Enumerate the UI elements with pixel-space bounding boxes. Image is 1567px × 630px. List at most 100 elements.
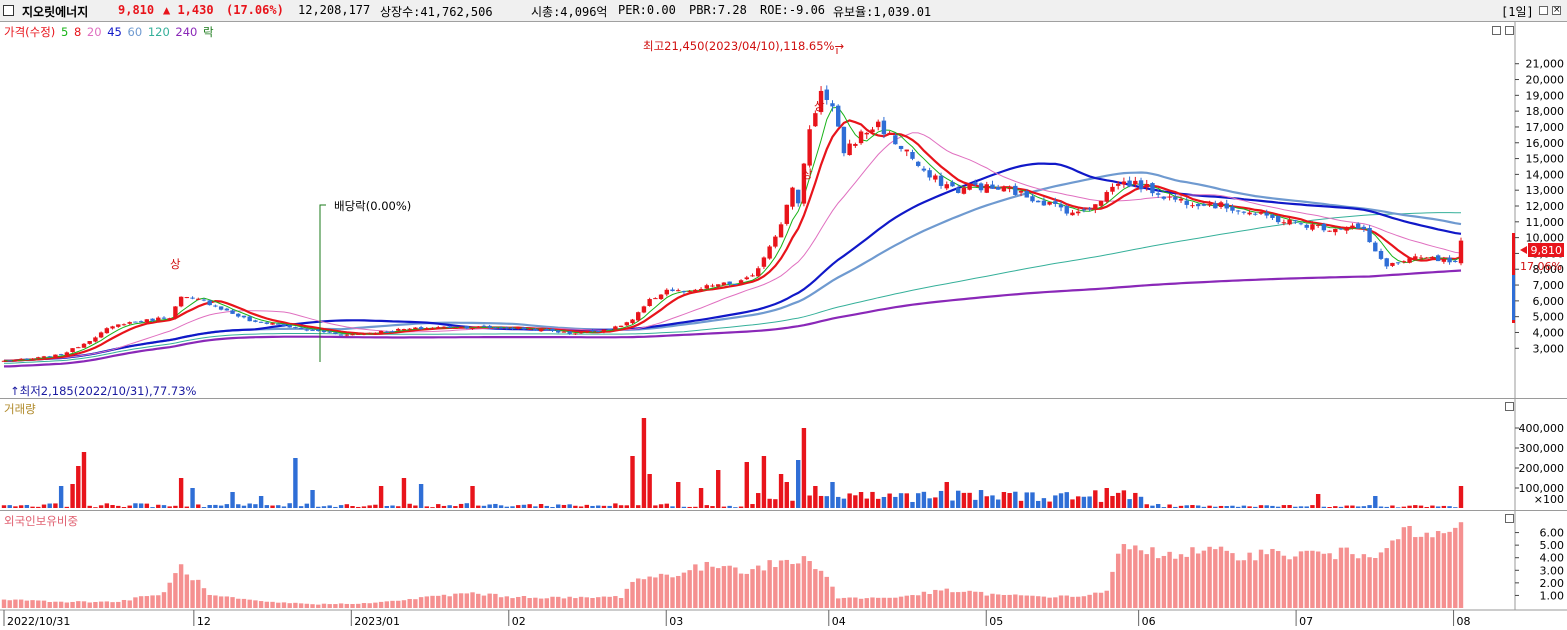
foreign-ratio-bar	[527, 598, 532, 608]
foreign-tick-label: 1.00	[1540, 589, 1565, 602]
volume-bar	[641, 418, 647, 508]
volume-bar	[1435, 506, 1441, 508]
candle-body	[213, 305, 218, 307]
foreign-ratio-bar	[761, 570, 767, 608]
volume-bar	[1150, 505, 1155, 508]
foreign-ratio-bar	[161, 592, 167, 608]
candle-body	[321, 330, 327, 333]
foreign-ratio-bar	[424, 596, 430, 608]
candle-body	[504, 327, 510, 329]
volume-bar	[481, 505, 487, 508]
foreign-ratio-bar	[373, 602, 378, 608]
foreign-ratio-bar	[264, 601, 270, 608]
volume-bar	[921, 491, 927, 508]
volume-bar	[687, 506, 692, 508]
volume-bar	[750, 504, 755, 508]
price-tick-label: 17,000	[1526, 121, 1565, 134]
volume-bar	[344, 504, 350, 508]
volume-bar	[98, 505, 104, 508]
foreign-ratio-bar	[624, 588, 629, 608]
volume-bar	[836, 496, 841, 508]
candle-body	[1070, 212, 1075, 216]
price-change-pct: (17.06%)	[226, 3, 284, 17]
foreign-ratio-bar	[1327, 553, 1332, 608]
foreign-ratio-bar	[173, 573, 178, 608]
restore-icon[interactable]	[1539, 6, 1548, 15]
foreign-ratio-bar	[881, 597, 887, 608]
volume-bar	[744, 462, 749, 508]
volume-bar	[590, 505, 595, 508]
foreign-ratio-bar	[344, 603, 350, 608]
price-tick-label: 9,000	[1533, 247, 1565, 260]
pane-max-icon[interactable]	[1505, 26, 1514, 35]
price-tick-label: 15,000	[1526, 153, 1565, 166]
foreign-ratio-bar	[601, 596, 607, 608]
volume-bar	[247, 503, 252, 508]
foreign-ratio-bar	[967, 590, 972, 608]
volume-bar	[1213, 506, 1218, 508]
candle-body	[1, 360, 7, 362]
foreign-ratio-bar	[767, 560, 772, 608]
volume-bar	[698, 488, 704, 508]
foreign-ratio-bar	[487, 593, 492, 608]
volume-bar	[915, 493, 921, 508]
candle-body	[1121, 181, 1127, 185]
ma-line-8	[4, 119, 1462, 362]
foreign-ratio-bar	[1213, 549, 1218, 608]
candle-body	[241, 315, 247, 318]
volume-pane-max-icon[interactable]	[1505, 402, 1514, 411]
volume-bar	[527, 504, 532, 508]
foreign-ratio-bar	[98, 601, 104, 608]
volume-bar	[127, 505, 132, 508]
volume-bar	[1453, 507, 1458, 508]
candle-body	[1413, 256, 1418, 260]
volume-bar	[995, 499, 1001, 508]
price-tick-label: 18,000	[1526, 105, 1565, 118]
foreign-ratio-bar	[58, 601, 64, 608]
volume-bar	[927, 498, 932, 508]
volume-bar	[487, 504, 492, 508]
candle-body	[1167, 196, 1172, 198]
candle-body	[1344, 228, 1349, 231]
volume-bar	[1275, 506, 1281, 508]
close-icon[interactable]: ×	[1552, 5, 1561, 15]
candle-body	[1093, 204, 1098, 210]
volume-bar	[493, 503, 498, 508]
select-checkbox[interactable]	[3, 5, 14, 16]
candle-body	[1047, 202, 1052, 205]
foreign-ratio-bar	[1230, 553, 1235, 608]
foreign-ratio-bar	[573, 598, 578, 608]
foreign-ratio-bar	[1441, 533, 1447, 608]
volume-bar	[596, 505, 601, 508]
volume-bar	[624, 505, 629, 508]
candle-body	[1264, 212, 1269, 216]
volume-bar	[704, 505, 709, 508]
candle-body	[247, 316, 252, 322]
ma-line-240	[4, 269, 1462, 368]
candle-body	[630, 319, 635, 324]
ma-line-20	[4, 132, 1462, 362]
foreign-ratio-bar	[253, 600, 258, 608]
period-selector[interactable]: [1일]	[1501, 5, 1534, 19]
foreign-ratio-bar	[693, 564, 698, 608]
volume-bar	[287, 503, 292, 508]
candle-body	[984, 184, 989, 193]
foreign-ratio-bar	[1001, 594, 1007, 608]
volume-bar	[1161, 507, 1167, 508]
foreign-ratio-bar	[24, 600, 30, 608]
volume-bar	[904, 493, 909, 508]
volume-bar	[1093, 490, 1098, 508]
foreign-ratio-bar	[458, 593, 464, 608]
candle-body	[1230, 206, 1235, 211]
volume-bar	[453, 506, 458, 508]
foreign-pane-max-icon[interactable]	[1505, 514, 1514, 523]
price-tick-label: 10,000	[1526, 232, 1565, 245]
foreign-ratio-bar	[190, 580, 195, 608]
price-tick-label: 20,000	[1526, 74, 1565, 87]
foreign-ratio-bar	[184, 574, 190, 608]
pane-min-icon[interactable]	[1492, 26, 1501, 35]
foreign-ratio-bar	[578, 596, 584, 608]
candle-body	[1178, 198, 1184, 201]
foreign-ratio-bar	[716, 568, 721, 608]
foreign-ratio-bar	[750, 569, 755, 608]
